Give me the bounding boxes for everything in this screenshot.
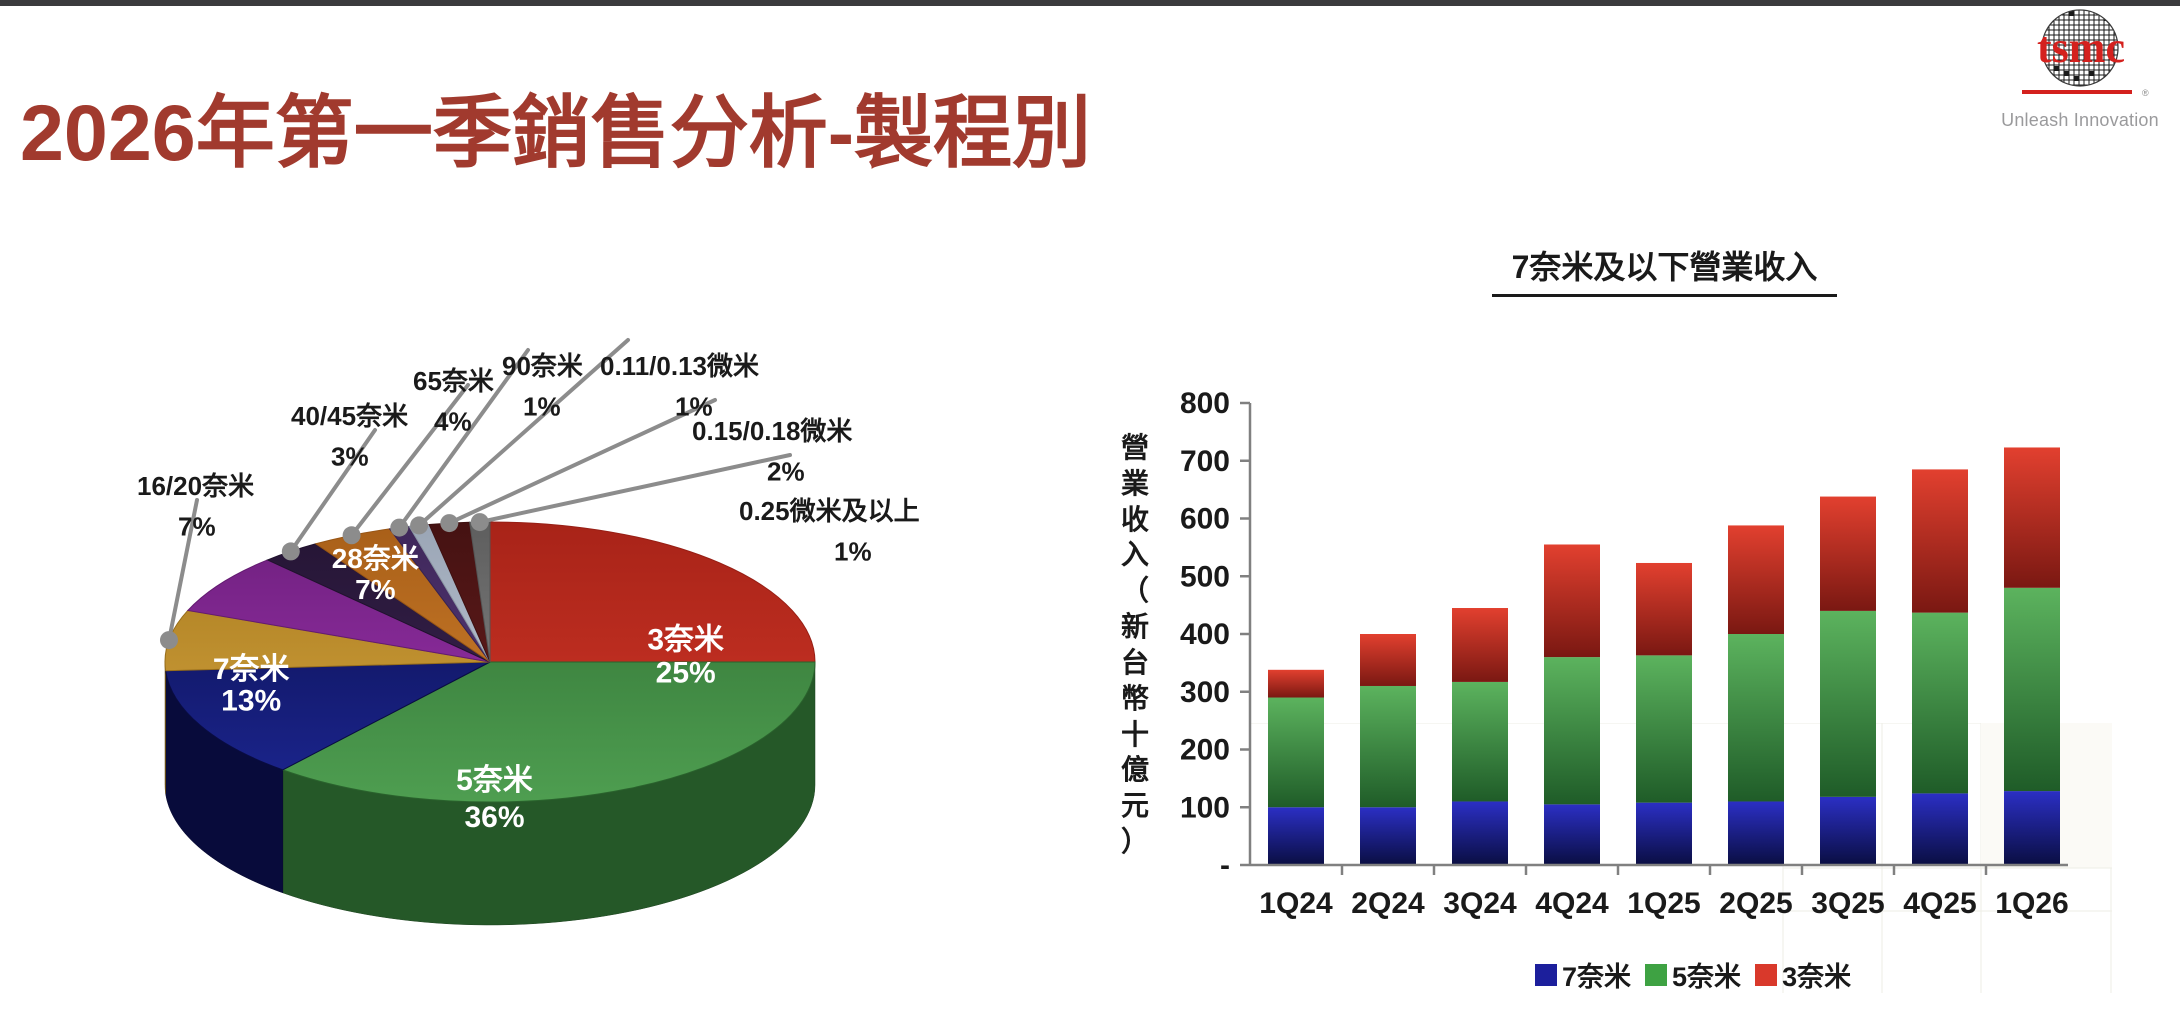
svg-text:800: 800 xyxy=(1180,387,1230,420)
svg-text:200: 200 xyxy=(1180,734,1230,767)
svg-text:-: - xyxy=(1220,849,1230,882)
svg-text:300: 300 xyxy=(1180,676,1230,709)
svg-text:2Q25: 2Q25 xyxy=(1719,887,1792,920)
svg-text:1Q24: 1Q24 xyxy=(1259,887,1333,920)
svg-text:4Q24: 4Q24 xyxy=(1535,887,1609,920)
svg-text:700: 700 xyxy=(1180,445,1230,478)
svg-text:3Q25: 3Q25 xyxy=(1811,887,1884,920)
svg-text:1Q26: 1Q26 xyxy=(1995,887,2068,920)
svg-text:4Q25: 4Q25 xyxy=(1903,887,1976,920)
svg-text:100: 100 xyxy=(1180,791,1230,824)
svg-text:400: 400 xyxy=(1180,618,1230,651)
svg-text:500: 500 xyxy=(1180,560,1230,593)
svg-text:3Q24: 3Q24 xyxy=(1443,887,1517,920)
svg-text:2Q24: 2Q24 xyxy=(1351,887,1425,920)
svg-text:600: 600 xyxy=(1180,503,1230,536)
svg-text:1Q25: 1Q25 xyxy=(1627,887,1700,920)
